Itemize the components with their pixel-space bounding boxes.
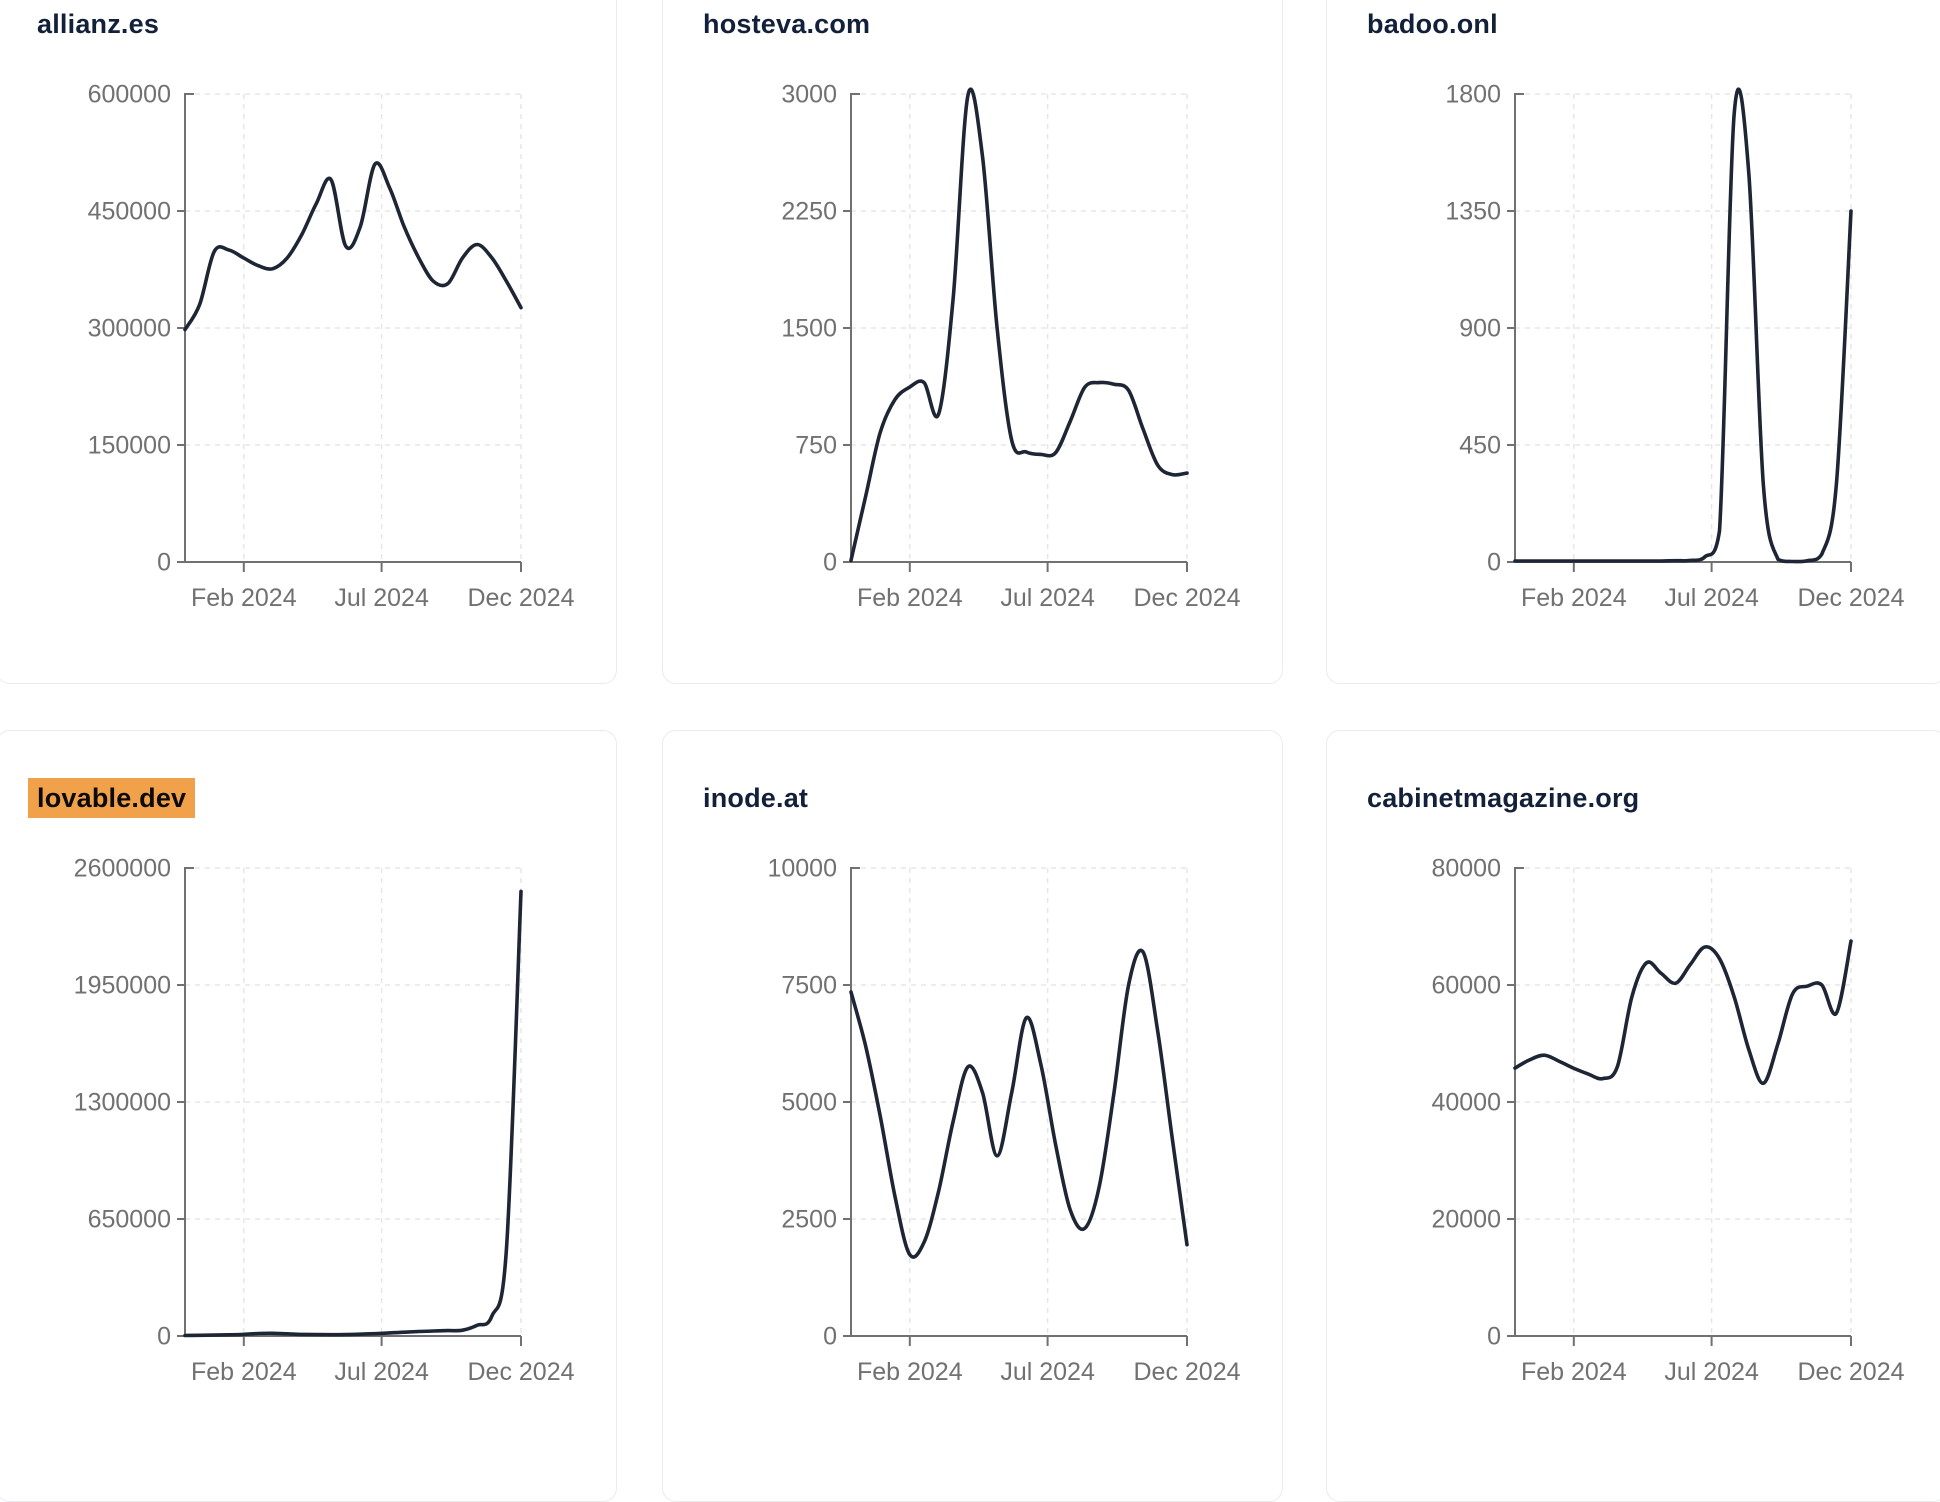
- domain-title[interactable]: inode.at: [703, 783, 809, 813]
- svg-text:300000: 300000: [88, 315, 171, 343]
- svg-text:10000: 10000: [767, 855, 837, 883]
- svg-text:Jul 2024: Jul 2024: [1000, 1358, 1095, 1386]
- traffic-line-chart: 0 750 1500 2250 3000 Feb 2024 Jul 2024 Dec 2024: [781, 81, 1240, 613]
- svg-text:2500: 2500: [781, 1206, 837, 1234]
- svg-text:Feb 2024: Feb 2024: [1521, 1358, 1627, 1386]
- svg-text:Feb 2024: Feb 2024: [857, 584, 963, 612]
- traffic-line-chart: 0 450 900 1350 1800 Feb 2024 Jul 2024 Dec 2024: [1445, 81, 1904, 613]
- svg-text:2600000: 2600000: [74, 855, 171, 883]
- traffic-line-chart: 0 2500 5000 7500 10000 Feb 2024 Jul 2024 Dec 20…: [767, 855, 1240, 1387]
- svg-text:0: 0: [823, 549, 837, 577]
- svg-text:Jul 2024: Jul 2024: [1664, 1358, 1759, 1386]
- svg-text:0: 0: [157, 1323, 171, 1351]
- svg-text:450000: 450000: [88, 198, 171, 226]
- svg-text:900: 900: [1459, 315, 1501, 343]
- card-header: inode.at: [703, 783, 808, 814]
- svg-text:7500: 7500: [781, 972, 837, 1000]
- svg-text:650000: 650000: [88, 1206, 171, 1234]
- svg-text:Dec 2024: Dec 2024: [467, 584, 574, 612]
- card-header: badoo.onl: [1367, 9, 1498, 40]
- svg-text:Dec 2024: Dec 2024: [467, 1358, 574, 1386]
- svg-text:600000: 600000: [88, 81, 171, 109]
- svg-text:Jul 2024: Jul 2024: [334, 1358, 429, 1386]
- domain-title[interactable]: cabinetmagazine.org: [1367, 783, 1640, 813]
- svg-text:80000: 80000: [1431, 855, 1501, 883]
- svg-text:1800: 1800: [1445, 81, 1501, 109]
- card-header: cabinetmagazine.org: [1367, 783, 1639, 814]
- svg-text:60000: 60000: [1431, 972, 1501, 1000]
- domain-card-badoo: badoo.onl 0 450 900 1350 1800 Feb 2024 Jul 202…: [1326, 0, 1940, 684]
- domain-title-highlighted[interactable]: lovable.dev: [28, 778, 196, 818]
- domain-title[interactable]: hosteva.com: [703, 9, 871, 39]
- card-header: hosteva.com: [703, 9, 870, 40]
- svg-text:40000: 40000: [1431, 1089, 1501, 1117]
- svg-text:5000: 5000: [781, 1089, 837, 1117]
- domain-card-lovable: lovable.dev 0 650000 1300000 1950000 2600000…: [0, 730, 617, 1502]
- svg-text:Jul 2024: Jul 2024: [1664, 584, 1759, 612]
- svg-text:0: 0: [1487, 1323, 1501, 1351]
- svg-text:0: 0: [1487, 549, 1501, 577]
- svg-text:1500: 1500: [781, 315, 837, 343]
- svg-text:Dec 2024: Dec 2024: [1133, 1358, 1240, 1386]
- card-header: allianz.es: [37, 9, 159, 40]
- svg-text:450: 450: [1459, 432, 1501, 460]
- svg-text:1950000: 1950000: [74, 972, 171, 1000]
- svg-text:Jul 2024: Jul 2024: [1000, 584, 1095, 612]
- svg-text:2250: 2250: [781, 198, 837, 226]
- svg-text:1350: 1350: [1445, 198, 1501, 226]
- svg-text:Jul 2024: Jul 2024: [334, 584, 429, 612]
- card-header: lovable.dev: [28, 778, 196, 818]
- svg-text:Feb 2024: Feb 2024: [1521, 584, 1627, 612]
- svg-text:Feb 2024: Feb 2024: [857, 1358, 963, 1386]
- svg-text:0: 0: [157, 549, 171, 577]
- svg-text:Feb 2024: Feb 2024: [191, 1358, 297, 1386]
- svg-text:20000: 20000: [1431, 1206, 1501, 1234]
- domain-card-cabinetmagazine: cabinetmagazine.org 0 20000 40000 60000 8000…: [1326, 730, 1940, 1502]
- domain-title[interactable]: allianz.es: [37, 9, 160, 39]
- svg-text:Dec 2024: Dec 2024: [1133, 584, 1240, 612]
- svg-text:1300000: 1300000: [74, 1089, 171, 1117]
- traffic-line-chart: 0 20000 40000 60000 80000 Feb 2024 Jul 2024 Dec…: [1431, 855, 1904, 1387]
- svg-text:150000: 150000: [88, 432, 171, 460]
- domain-card-allianz: allianz.es 0 150000 300000 450000 600000 Feb …: [0, 0, 617, 684]
- svg-text:3000: 3000: [781, 81, 837, 109]
- domain-title[interactable]: badoo.onl: [1367, 9, 1498, 39]
- svg-text:0: 0: [823, 1323, 837, 1351]
- domain-card-inode: inode.at 0 2500 5000 7500 10000 Feb 2024 Jul 2…: [662, 730, 1283, 1502]
- svg-text:Feb 2024: Feb 2024: [191, 584, 297, 612]
- svg-text:Dec 2024: Dec 2024: [1797, 584, 1904, 612]
- domain-card-hosteva: hosteva.com 0 750 1500 2250 3000 Feb 2024 Jul …: [662, 0, 1283, 684]
- svg-text:750: 750: [795, 432, 837, 460]
- traffic-line-chart: 0 150000 300000 450000 600000 Feb 2024 Jul 202…: [88, 81, 575, 613]
- svg-text:Dec 2024: Dec 2024: [1797, 1358, 1904, 1386]
- traffic-line-chart: 0 650000 1300000 1950000 2600000 Feb 2024 Jul …: [74, 855, 575, 1387]
